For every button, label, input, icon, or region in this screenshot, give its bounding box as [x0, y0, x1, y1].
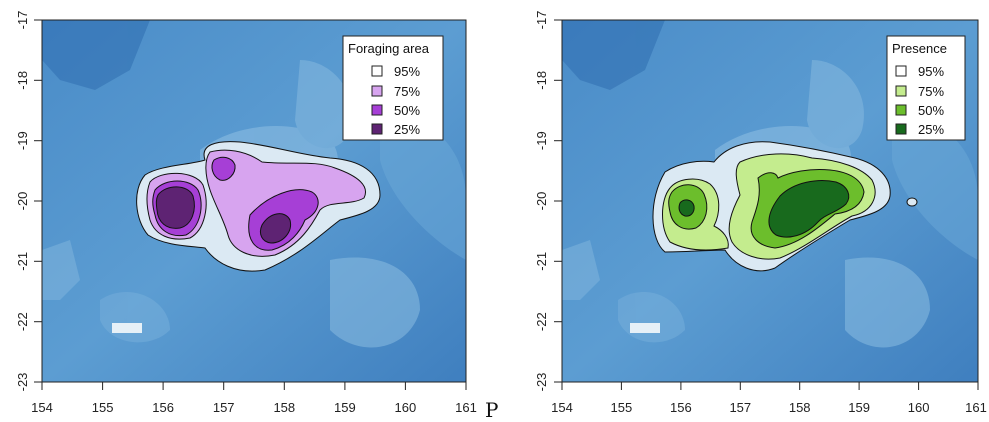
- x-tick-label: 156: [670, 400, 692, 415]
- foraging-area-map: 154 155 156 157 158 159 160 161 -17 -18 …: [15, 11, 477, 415]
- panel-caption-letter: P: [485, 398, 499, 422]
- y-tick-label: -18: [15, 71, 30, 90]
- legend-swatch: [895, 65, 907, 77]
- x-tick-label: 156: [152, 400, 174, 415]
- contour-25: [678, 180, 850, 238]
- legend-title: Presence: [892, 41, 947, 56]
- legend: Foraging area 95% 75% 50% 25%: [342, 35, 444, 141]
- legend-swatch: [371, 104, 383, 116]
- contour-25: [155, 186, 292, 244]
- legend-swatch: [371, 123, 383, 135]
- x-tick-label: 158: [273, 400, 295, 415]
- y-tick-label: -18: [534, 71, 549, 90]
- x-tick-label: 157: [213, 400, 235, 415]
- y-tick-label: -23: [534, 373, 549, 392]
- y-tick-label: -21: [534, 252, 549, 271]
- legend-label: 25%: [394, 122, 420, 137]
- x-tick-label: 154: [551, 400, 573, 415]
- presence-map: 154 155 156 157 158 159 160 161 -17 -18 …: [534, 11, 987, 415]
- y-tick-label: -17: [15, 11, 30, 30]
- y-tick-label: -17: [534, 11, 549, 30]
- legend-label: 50%: [394, 103, 420, 118]
- x-tick-label: 161: [965, 400, 987, 415]
- x-tick-label: 161: [455, 400, 477, 415]
- x-tick-label: 160: [395, 400, 417, 415]
- y-tick-label: -21: [15, 252, 30, 271]
- y-tick-label: -20: [15, 192, 30, 211]
- y-tick-label: -23: [15, 373, 30, 392]
- x-tick-label: 155: [92, 400, 114, 415]
- contour-95-islet: [906, 197, 918, 207]
- legend: Presence 95% 75% 50% 25%: [886, 35, 966, 141]
- x-tick-label: 155: [611, 400, 633, 415]
- legend-label: 95%: [918, 64, 944, 79]
- legend-swatch: [895, 123, 907, 135]
- x-axis: 154 155 156 157 158 159 160 161: [551, 382, 987, 415]
- x-tick-label: 154: [31, 400, 53, 415]
- legend-label: 95%: [394, 64, 420, 79]
- y-axis: -17 -18 -19 -20 -21 -22 -23: [15, 11, 42, 392]
- legend-swatch: [371, 65, 383, 77]
- x-tick-label: 159: [848, 400, 870, 415]
- x-tick-label: 160: [908, 400, 930, 415]
- y-tick-label: -19: [534, 131, 549, 150]
- legend-label: 25%: [918, 122, 944, 137]
- y-tick-label: -22: [534, 312, 549, 331]
- legend-label: 50%: [918, 103, 944, 118]
- y-tick-label: -20: [534, 192, 549, 211]
- y-axis: -17 -18 -19 -20 -21 -22 -23: [534, 11, 562, 392]
- legend-swatch: [895, 104, 907, 116]
- legend-swatch: [371, 85, 383, 97]
- x-tick-label: 159: [334, 400, 356, 415]
- small-island: [630, 323, 660, 333]
- y-tick-label: -22: [15, 312, 30, 331]
- legend-swatch: [895, 85, 907, 97]
- x-tick-label: 158: [789, 400, 811, 415]
- x-axis: 154 155 156 157 158 159 160 161: [31, 382, 477, 415]
- legend-label: 75%: [394, 84, 420, 99]
- legend-title: Foraging area: [348, 41, 430, 56]
- x-tick-label: 157: [729, 400, 751, 415]
- legend-label: 75%: [918, 84, 944, 99]
- small-island: [112, 323, 142, 333]
- y-tick-label: -19: [15, 131, 30, 150]
